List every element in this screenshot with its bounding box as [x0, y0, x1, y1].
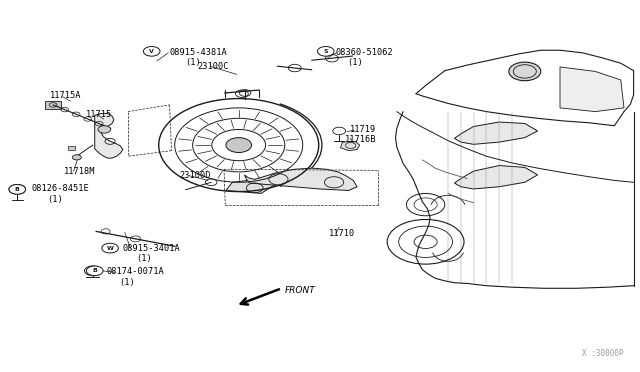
Text: 11719: 11719 — [349, 125, 376, 134]
Text: 08126-8451E: 08126-8451E — [32, 184, 90, 193]
Circle shape — [72, 155, 81, 160]
Text: (1): (1) — [348, 58, 364, 67]
Text: 11715: 11715 — [86, 110, 112, 119]
Polygon shape — [95, 113, 123, 158]
Circle shape — [86, 266, 103, 276]
Text: FRONT: FRONT — [285, 286, 316, 295]
Circle shape — [9, 185, 26, 194]
Text: S: S — [323, 49, 328, 54]
Circle shape — [102, 243, 118, 253]
Text: 11710: 11710 — [329, 229, 355, 238]
Circle shape — [143, 46, 160, 56]
Circle shape — [509, 62, 541, 81]
Text: 08915-3401A: 08915-3401A — [122, 244, 180, 253]
Text: (1): (1) — [185, 58, 201, 67]
Polygon shape — [454, 122, 538, 144]
Polygon shape — [454, 166, 538, 189]
Text: 11715A: 11715A — [50, 92, 81, 100]
Circle shape — [226, 138, 252, 153]
Text: 11716B: 11716B — [345, 135, 376, 144]
Circle shape — [317, 46, 334, 56]
Text: B: B — [15, 187, 20, 192]
Polygon shape — [560, 67, 624, 112]
Polygon shape — [244, 168, 357, 190]
Text: (1): (1) — [120, 278, 136, 287]
Text: V: V — [149, 49, 154, 54]
Polygon shape — [340, 141, 360, 151]
Text: 23100D: 23100D — [179, 171, 211, 180]
Circle shape — [9, 185, 26, 194]
Polygon shape — [68, 146, 75, 150]
Circle shape — [98, 126, 111, 133]
Text: B: B — [92, 268, 97, 273]
Text: 08174-0071A: 08174-0071A — [106, 267, 164, 276]
Text: 11718M: 11718M — [64, 167, 95, 176]
Text: (1): (1) — [136, 254, 152, 263]
Text: 08360-51062: 08360-51062 — [336, 48, 394, 57]
Polygon shape — [226, 179, 274, 193]
Text: (1): (1) — [47, 195, 63, 204]
Text: 08915-4381A: 08915-4381A — [170, 48, 227, 57]
Text: X :30000P: X :30000P — [582, 349, 624, 358]
Text: 23100C: 23100C — [197, 62, 228, 71]
Text: W: W — [107, 246, 113, 251]
Polygon shape — [45, 101, 61, 109]
